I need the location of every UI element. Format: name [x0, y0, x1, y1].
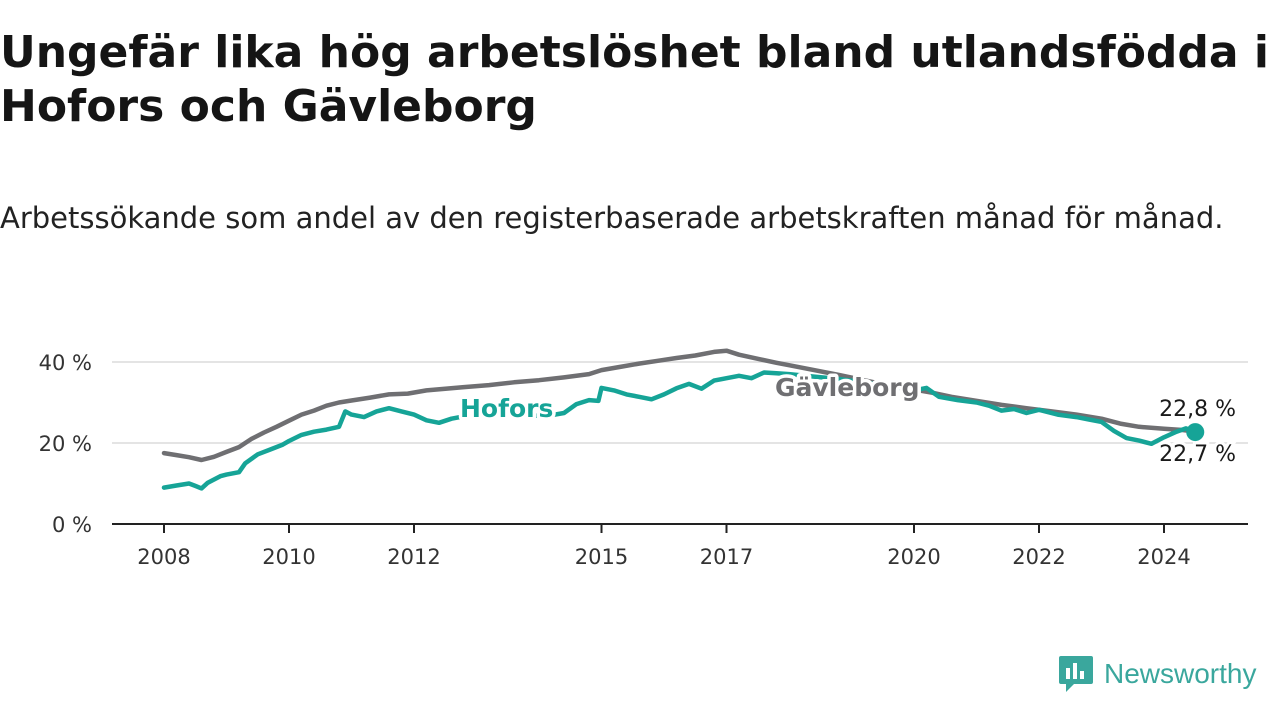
- x-axis: 2008 2010 2012 2015 2017 2020 2022 2024: [112, 523, 1248, 569]
- brand-name: Newsworthy: [1104, 658, 1257, 689]
- y-tick-label: 20 %: [39, 432, 92, 456]
- y-tick-label: 40 %: [39, 351, 92, 375]
- x-tick-label: 2015: [575, 545, 628, 569]
- x-tick-label: 2024: [1137, 545, 1190, 569]
- bar-chart-speech-bubble-icon: [1059, 656, 1093, 692]
- series-line-gvleborg: [161, 348, 1198, 463]
- y-tick-label: 0 %: [52, 513, 92, 537]
- end-value-gavleborg: 22,8 %: [1159, 397, 1236, 422]
- line-chart: 0 % 20 % 40 % 2008 2010 2012 2015 2017 2020 2022…: [39, 348, 1248, 569]
- chart-subtitle: Arbetssökande som andel av den registerb…: [0, 201, 1224, 235]
- x-tick-label: 2010: [262, 545, 315, 569]
- x-tick-label: 2022: [1012, 545, 1065, 569]
- series-label-hofors: Hofors: [460, 394, 553, 423]
- series-end-marker-hofors: [1186, 423, 1205, 442]
- newsworthy-logo: Newsworthy: [1058, 652, 1256, 696]
- end-value-hofors: 22,7 %: [1159, 442, 1236, 467]
- x-tick-label: 2012: [387, 545, 440, 569]
- series-label-gavleborg: Gävleborg: [775, 373, 920, 402]
- chart-title: Ungefär lika hög arbetslöshet bland utla…: [0, 27, 1270, 132]
- x-tick-label: 2017: [700, 545, 753, 569]
- inline-labels: Gävleborg Hofors 22,8 % 22,7 %: [457, 370, 1240, 471]
- gridlines: 0 % 20 % 40 %: [39, 351, 1248, 537]
- x-tick-label: 2020: [887, 545, 940, 569]
- x-tick-label: 2008: [137, 545, 190, 569]
- series-lines: [161, 348, 1205, 491]
- series-line-hofors: [161, 370, 1198, 491]
